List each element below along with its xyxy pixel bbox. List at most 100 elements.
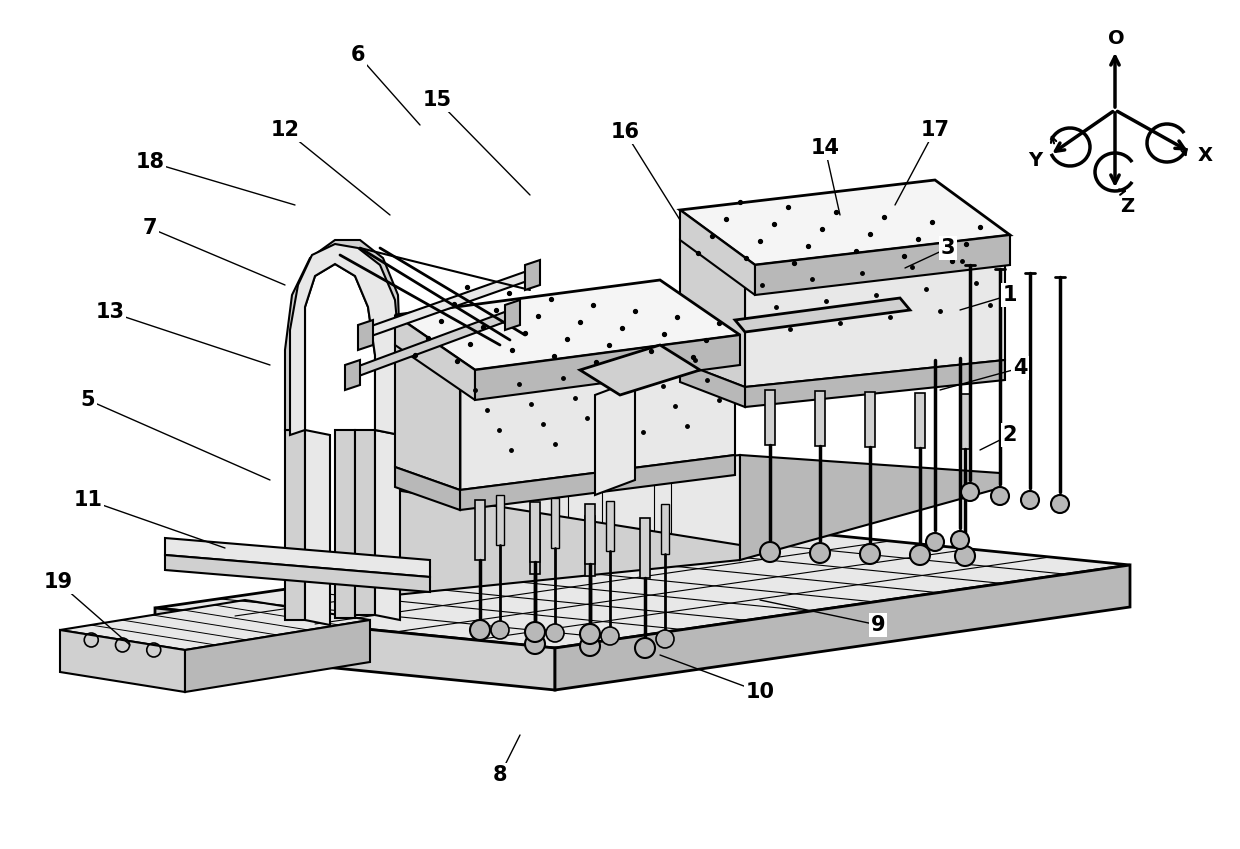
Text: 5: 5	[81, 390, 95, 410]
Polygon shape	[740, 455, 999, 560]
Polygon shape	[358, 320, 373, 350]
Polygon shape	[335, 430, 355, 618]
Polygon shape	[551, 498, 559, 548]
Polygon shape	[620, 265, 745, 380]
Polygon shape	[525, 260, 539, 290]
Text: 8: 8	[492, 765, 507, 785]
Text: 1: 1	[1003, 285, 1017, 305]
Circle shape	[760, 542, 780, 562]
Polygon shape	[285, 240, 401, 430]
Polygon shape	[475, 500, 485, 560]
Circle shape	[951, 531, 968, 549]
Polygon shape	[165, 538, 430, 577]
Polygon shape	[505, 300, 520, 330]
Circle shape	[810, 543, 830, 563]
Polygon shape	[735, 298, 910, 332]
Text: X: X	[1198, 145, 1213, 165]
Circle shape	[525, 622, 546, 642]
Polygon shape	[745, 360, 1004, 407]
Text: 13: 13	[95, 302, 124, 322]
Circle shape	[1021, 491, 1039, 509]
Polygon shape	[680, 180, 1011, 265]
Polygon shape	[585, 504, 595, 564]
Polygon shape	[290, 244, 401, 435]
Text: 17: 17	[920, 120, 950, 140]
Text: 18: 18	[135, 152, 165, 172]
Polygon shape	[155, 525, 1130, 648]
Text: 11: 11	[73, 490, 103, 510]
Text: 10: 10	[745, 682, 775, 702]
Circle shape	[955, 546, 975, 566]
Polygon shape	[755, 235, 1011, 295]
Polygon shape	[185, 620, 370, 692]
Polygon shape	[396, 490, 740, 595]
Text: 19: 19	[43, 572, 73, 592]
Circle shape	[656, 630, 675, 648]
Polygon shape	[580, 345, 701, 395]
Circle shape	[1052, 495, 1069, 513]
Circle shape	[601, 627, 619, 645]
Polygon shape	[396, 455, 740, 580]
Polygon shape	[556, 565, 1130, 690]
Text: 9: 9	[870, 615, 885, 635]
Polygon shape	[285, 430, 305, 620]
Polygon shape	[745, 238, 1004, 387]
Polygon shape	[355, 430, 374, 615]
Polygon shape	[374, 430, 401, 620]
Polygon shape	[348, 310, 510, 380]
Circle shape	[926, 533, 944, 551]
Polygon shape	[60, 600, 370, 650]
Text: 4: 4	[1013, 358, 1027, 378]
Text: 12: 12	[270, 120, 300, 140]
Text: O: O	[1107, 29, 1125, 48]
Text: Y: Y	[1028, 150, 1042, 170]
Circle shape	[910, 545, 930, 565]
Circle shape	[470, 620, 490, 640]
Text: 2: 2	[1003, 425, 1017, 445]
Polygon shape	[396, 345, 460, 490]
Circle shape	[861, 544, 880, 564]
Polygon shape	[396, 315, 475, 400]
Polygon shape	[155, 608, 556, 690]
Circle shape	[525, 634, 546, 654]
Polygon shape	[360, 270, 529, 340]
Circle shape	[580, 636, 600, 656]
Circle shape	[580, 624, 600, 644]
Polygon shape	[585, 516, 595, 576]
Polygon shape	[60, 630, 185, 692]
Polygon shape	[460, 333, 735, 490]
Polygon shape	[960, 394, 970, 449]
Polygon shape	[680, 240, 745, 387]
Circle shape	[961, 483, 980, 501]
Polygon shape	[460, 455, 735, 510]
Circle shape	[635, 638, 655, 658]
Polygon shape	[680, 362, 745, 407]
Text: 15: 15	[423, 90, 451, 110]
Polygon shape	[396, 280, 740, 370]
Polygon shape	[815, 391, 825, 446]
Text: 6: 6	[351, 45, 366, 65]
Polygon shape	[606, 501, 614, 551]
Polygon shape	[165, 555, 430, 592]
Circle shape	[491, 621, 508, 639]
Polygon shape	[396, 467, 460, 510]
Polygon shape	[305, 430, 330, 625]
Polygon shape	[661, 504, 670, 554]
Polygon shape	[640, 518, 650, 578]
Polygon shape	[866, 392, 875, 447]
Polygon shape	[595, 380, 635, 495]
Polygon shape	[765, 390, 775, 445]
Text: 3: 3	[941, 238, 955, 258]
Polygon shape	[496, 495, 503, 545]
Polygon shape	[345, 360, 360, 390]
Polygon shape	[529, 502, 539, 562]
Polygon shape	[680, 210, 755, 295]
Text: 16: 16	[610, 122, 640, 142]
Text: 7: 7	[143, 218, 157, 238]
Polygon shape	[915, 393, 925, 448]
Text: 14: 14	[811, 138, 839, 158]
Polygon shape	[475, 335, 740, 400]
Polygon shape	[529, 514, 539, 574]
Text: Z: Z	[1120, 196, 1135, 216]
Circle shape	[546, 624, 564, 642]
